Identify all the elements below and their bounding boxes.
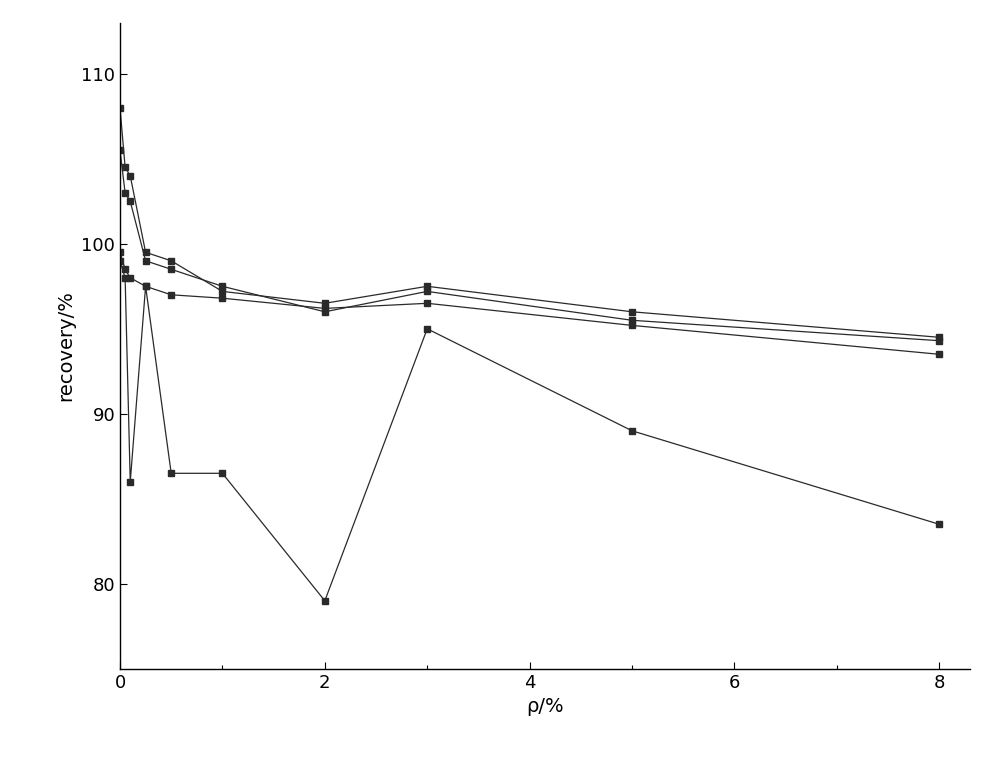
Y-axis label: recovery/%: recovery/% xyxy=(57,290,76,401)
X-axis label: ρ/%: ρ/% xyxy=(526,697,564,716)
